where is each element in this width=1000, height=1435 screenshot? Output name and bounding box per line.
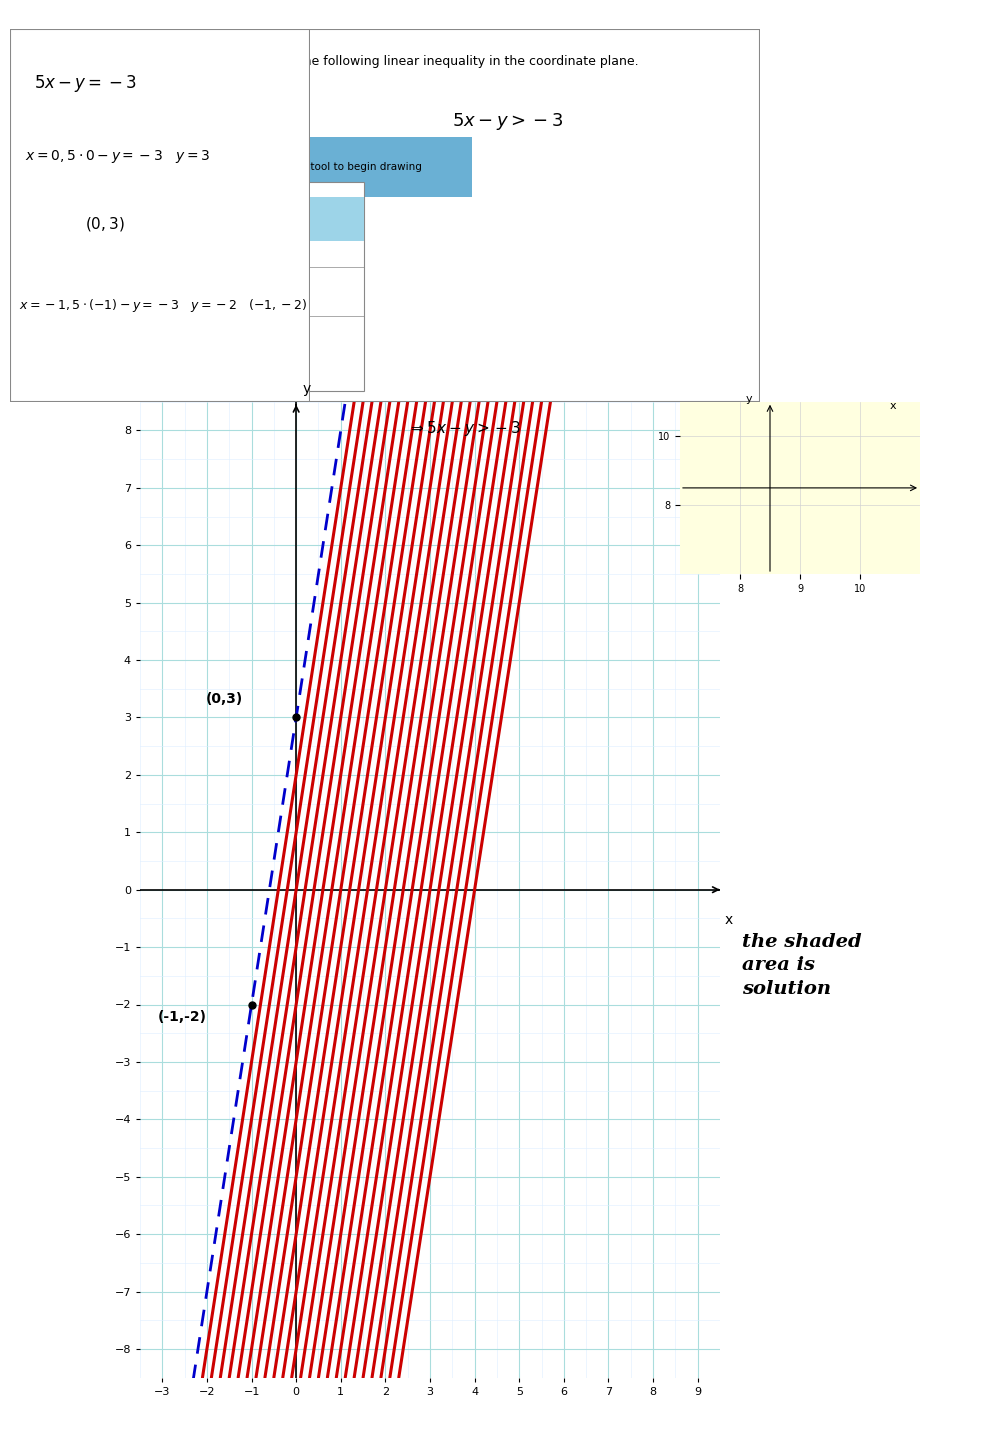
Text: $x=0, 5 \cdot 0 - y = -3 \quad y=3$: $x=0, 5 \cdot 0 - y = -3 \quad y=3$ [25, 148, 211, 165]
Bar [206, 182, 364, 390]
Text: x: x [724, 913, 733, 927]
Text: x: x [890, 400, 897, 410]
Text: Select: Select [224, 214, 258, 224]
Text: y: y [746, 393, 753, 403]
Text: y: y [303, 382, 311, 396]
Bar [206, 136, 472, 197]
Text: $5x - y > -3$: $5x - y > -3$ [452, 110, 564, 132]
Bar [206, 197, 364, 241]
Text: Dashed Line: Dashed Line [224, 333, 293, 343]
Text: Graph the solution to the following linear inequality in the coordinate plane.: Graph the solution to the following line… [162, 55, 638, 67]
Text: $x=-1, 5 \cdot (-1) - y=-3 \quad y=-2 \quad (-1,-2)$: $x=-1, 5 \cdot (-1) - y=-3 \quad y=-2 \q… [19, 297, 307, 314]
Text: Line: Line [224, 286, 247, 294]
Text: $5x-y = -3$: $5x-y = -3$ [34, 73, 137, 95]
Text: the shaded
area is
solution: the shaded area is solution [742, 933, 862, 997]
Text: (0,3): (0,3) [205, 692, 243, 706]
Text: $(0, 3)$: $(0, 3)$ [85, 215, 125, 234]
Text: (-1,-2): (-1,-2) [158, 1010, 207, 1025]
Text: Click on a tool to begin drawing: Click on a tool to begin drawing [256, 162, 422, 172]
Text: $\Rightarrow 5x-y>-3$: $\Rightarrow 5x-y>-3$ [408, 419, 521, 438]
